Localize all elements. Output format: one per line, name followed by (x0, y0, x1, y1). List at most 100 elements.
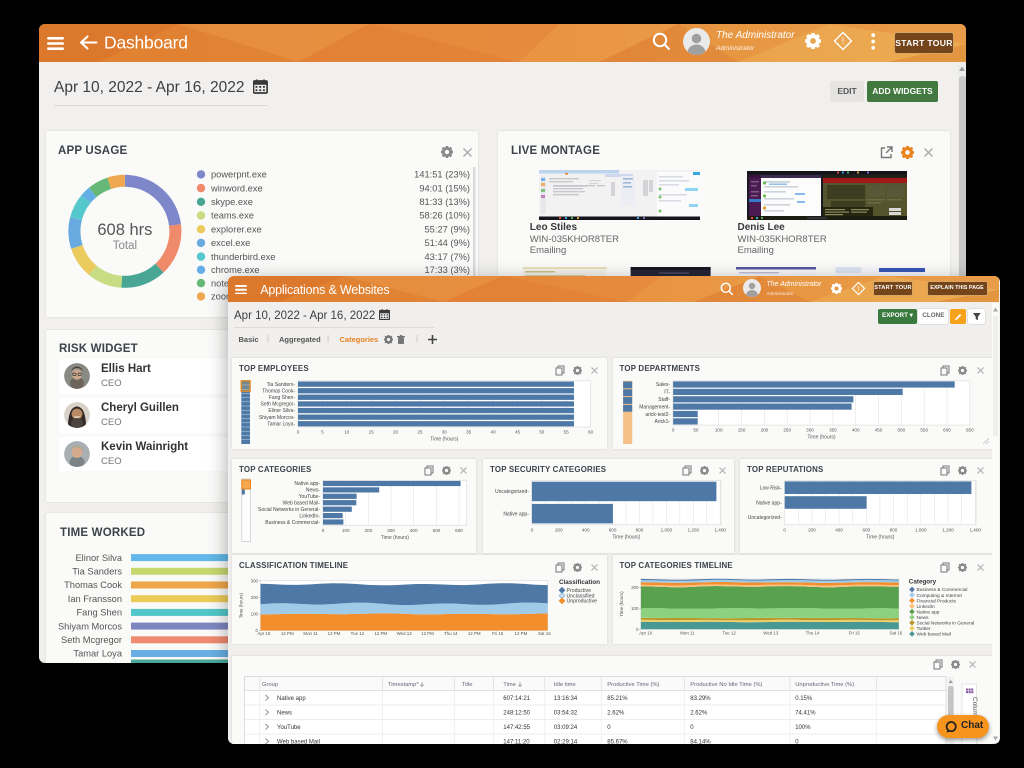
svg-text:100%: 100% (795, 725, 811, 731)
svg-text:Sat 16: Sat 16 (538, 631, 551, 636)
svg-text:12 PM: 12 PM (328, 631, 341, 636)
svg-text:!: ! (857, 286, 859, 293)
svg-text:2.62%: 2.62% (690, 710, 708, 716)
svg-text:Category: Category (908, 579, 936, 586)
svg-text:Wed 13: Wed 13 (763, 630, 779, 635)
svg-text:Business & Commercial: Business & Commercial (916, 587, 967, 593)
svg-text:chrome.exe: chrome.exe (211, 265, 260, 275)
svg-text:Mon 11: Mon 11 (303, 631, 318, 636)
svg-text:12 PM: 12 PM (468, 631, 481, 636)
svg-text:Thomas Cook: Thomas Cook (64, 580, 122, 590)
svg-text:85.21%: 85.21% (607, 696, 628, 702)
svg-text:13:16:34: 13:16:34 (554, 696, 578, 702)
svg-text:Native app-: Native app- (294, 481, 320, 487)
svg-text:LinkedIn: LinkedIn (916, 604, 934, 610)
svg-text:Elinor Silva: Elinor Silva (75, 553, 122, 563)
svg-text:Time (hours): Time (hours) (381, 535, 409, 541)
svg-text:15: 15 (369, 430, 375, 435)
svg-text:84.14%: 84.14% (690, 739, 711, 744)
svg-text:Ian Fransson: Ian Fransson (68, 594, 122, 604)
svg-text:800: 800 (636, 527, 644, 532)
svg-text:58:26 (10%): 58:26 (10%) (419, 211, 470, 221)
svg-text:Tia Sanders-: Tia Sanders- (267, 382, 296, 388)
svg-text:Low Risk-: Low Risk- (760, 485, 782, 491)
svg-text:1,400: 1,400 (969, 527, 981, 532)
svg-text:Unproductive: Unproductive (567, 599, 598, 605)
svg-text:Columns: Columns (971, 697, 978, 723)
svg-text:200: 200 (555, 527, 563, 532)
svg-text:Tamar Loya-: Tamar Loya- (267, 422, 295, 428)
svg-text:Web based Mail: Web based Mail (277, 739, 320, 744)
svg-text:Seth Mcgregor-: Seth Mcgregor- (261, 402, 296, 408)
svg-text:Thu 14: Thu 14 (805, 630, 819, 635)
svg-text:250: 250 (783, 428, 791, 433)
svg-text:300: 300 (251, 578, 259, 583)
svg-text:51:44 (9%): 51:44 (9%) (425, 238, 470, 248)
svg-text:12 PM: 12 PM (421, 631, 434, 636)
svg-text:Time (hours): Time (hours) (866, 534, 894, 540)
svg-text:20: 20 (393, 430, 399, 435)
svg-text:Financial Products: Financial Products (916, 598, 956, 604)
svg-text:Native app: Native app (916, 609, 939, 615)
svg-text:100: 100 (342, 528, 350, 533)
svg-text:600: 600 (609, 527, 617, 532)
svg-text:Tia Sanders: Tia Sanders (72, 567, 122, 577)
svg-text:200: 200 (808, 527, 816, 532)
svg-text:200: 200 (760, 428, 768, 433)
svg-text:81:33 (13%): 81:33 (13%) (419, 197, 470, 207)
svg-text:0: 0 (607, 725, 611, 731)
svg-text:Seth Mcgregor: Seth Mcgregor (61, 635, 122, 645)
svg-text:55: 55 (564, 430, 570, 435)
svg-text:350: 350 (829, 428, 837, 433)
svg-text:Social Networks in General-: Social Networks in General- (258, 507, 320, 513)
svg-text:1,000: 1,000 (661, 527, 673, 532)
svg-text:608 hrs: 608 hrs (97, 221, 152, 239)
svg-text:Uncategorized-: Uncategorized- (748, 515, 782, 521)
svg-text:55:27 (9%): 55:27 (9%) (425, 224, 470, 234)
svg-text:607:14:21: 607:14:21 (503, 696, 530, 702)
svg-text:74.41%: 74.41% (795, 710, 816, 716)
svg-text:0: 0 (256, 628, 259, 633)
svg-text:12 PM: 12 PM (374, 631, 387, 636)
svg-text:40: 40 (491, 430, 497, 435)
svg-text:50: 50 (539, 430, 545, 435)
svg-text:100: 100 (631, 606, 639, 611)
svg-text:YouTube: YouTube (277, 725, 301, 731)
svg-text:50: 50 (693, 428, 699, 433)
svg-text:Web based Mail: Web based Mail (916, 632, 950, 638)
svg-text:Elinor Silva-: Elinor Silva- (268, 408, 295, 414)
svg-text:43:17 (7%): 43:17 (7%) (425, 252, 470, 262)
svg-text:winword.exe: winword.exe (210, 183, 263, 193)
svg-text:600: 600 (862, 527, 870, 532)
svg-text:Social Networks in General: Social Networks in General (916, 621, 974, 627)
svg-text:Tamar Loya: Tamar Loya (73, 649, 122, 659)
svg-text:0: 0 (635, 627, 638, 632)
svg-text:Uncategorized-: Uncategorized- (495, 489, 529, 495)
svg-text:Wed 13: Wed 13 (397, 631, 413, 636)
svg-text:Shiyam Morcos: Shiyam Morcos (58, 621, 122, 631)
svg-text:Time (hours): Time (hours) (807, 435, 835, 441)
svg-text:02:29:14: 02:29:14 (554, 739, 578, 744)
svg-text:2.62%: 2.62% (607, 710, 625, 716)
svg-text:Business & Commercial-: Business & Commercial- (265, 520, 320, 526)
svg-text:800: 800 (890, 527, 898, 532)
svg-text:400: 400 (582, 527, 590, 532)
svg-text:600: 600 (943, 428, 951, 433)
svg-text:400: 400 (851, 428, 859, 433)
svg-text:Native app-: Native app- (756, 500, 782, 506)
svg-text:450: 450 (874, 428, 882, 433)
svg-text:Tue 12: Tue 12 (351, 631, 365, 636)
svg-text:30: 30 (442, 430, 448, 435)
svg-text:1,400: 1,400 (714, 527, 726, 532)
svg-text:Fang Shen-: Fang Shen- (269, 395, 295, 401)
svg-text:News: News (277, 710, 292, 716)
svg-text:12 PM: 12 PM (515, 631, 528, 636)
svg-text:1,000: 1,000 (915, 527, 927, 532)
svg-text:600: 600 (455, 528, 463, 533)
svg-text:35: 35 (466, 430, 472, 435)
svg-text:17:33 (3%): 17:33 (3%) (425, 265, 470, 275)
svg-text:Sat 16: Sat 16 (889, 630, 902, 635)
svg-text:Thu 14: Thu 14 (444, 631, 458, 636)
svg-text:0: 0 (297, 430, 300, 435)
svg-text:LinkedIn-: LinkedIn- (299, 513, 320, 519)
